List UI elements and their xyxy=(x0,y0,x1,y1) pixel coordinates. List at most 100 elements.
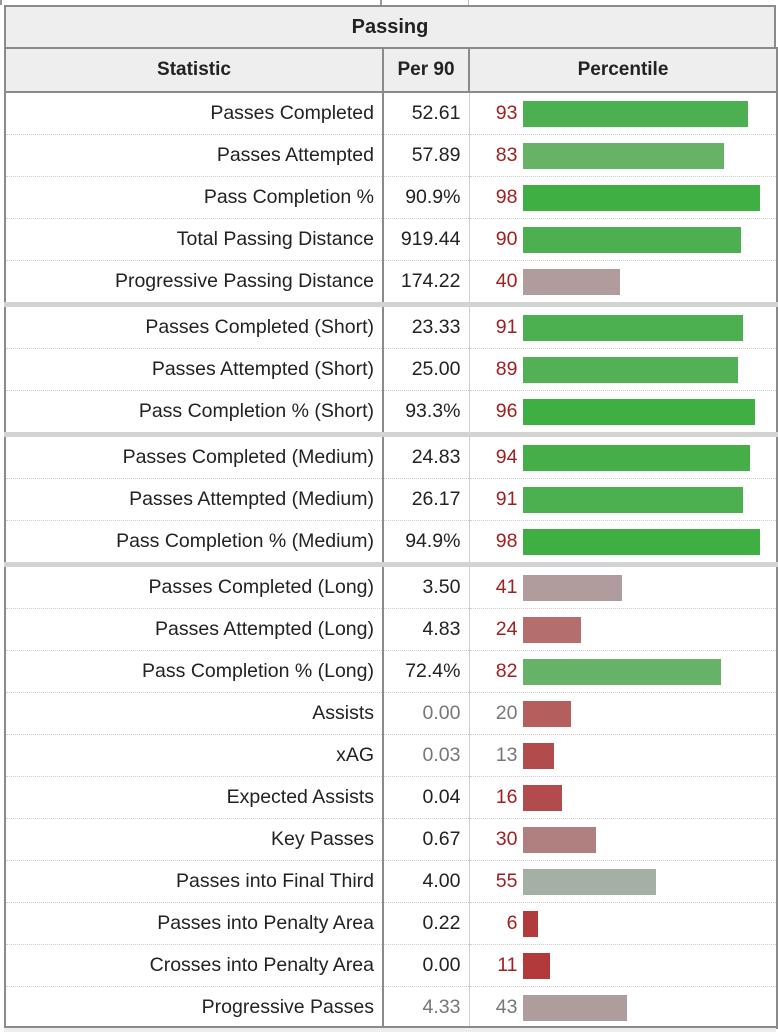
table-body: Passes Completed 52.61 93 Passes Attempted 5… xyxy=(4,92,778,1029)
per90-value: 919.44 xyxy=(383,218,470,261)
percentile-bar xyxy=(522,143,724,169)
percentile-cell: 90 xyxy=(469,218,778,261)
percentile-cell: 94 xyxy=(469,434,778,479)
table-row: Passes Completed (Long) 3.50 41 xyxy=(4,564,778,609)
stat-name[interactable]: Passes Completed (Medium) xyxy=(4,434,384,479)
percentile-value: 13 xyxy=(495,744,518,766)
percentile-value: 94 xyxy=(495,446,518,468)
stat-name[interactable]: Pass Completion % (Long) xyxy=(4,650,384,693)
per90-value: 0.22 xyxy=(383,902,470,945)
percentile-bar xyxy=(522,659,721,685)
stat-name[interactable]: xAG xyxy=(4,734,384,777)
percentile-value: 20 xyxy=(495,702,518,724)
percentile-value: 6 xyxy=(506,912,518,934)
table-row: Passes Attempted (Short) 25.00 89 xyxy=(4,348,778,391)
percentile-bar xyxy=(522,399,755,425)
percentile-cell: 30 xyxy=(469,818,778,861)
table-row: Expected Assists 0.04 16 xyxy=(4,776,778,819)
table-row: Key Passes 0.67 30 xyxy=(4,818,778,861)
percentile-cell: 98 xyxy=(469,176,778,219)
percentile-cell: 96 xyxy=(469,390,778,437)
stat-name[interactable]: Crosses into Penalty Area xyxy=(4,944,384,987)
percentile-value: 43 xyxy=(495,996,518,1018)
stat-name[interactable]: Passes Completed xyxy=(4,92,384,135)
stat-name[interactable]: Passes Attempted (Short) xyxy=(4,348,384,391)
percentile-bar xyxy=(522,785,562,811)
percentile-cell: 6 xyxy=(469,902,778,945)
per90-value: 0.00 xyxy=(383,944,470,987)
percentile-value: 82 xyxy=(495,660,518,682)
percentile-bar xyxy=(522,227,741,253)
percentile-bar xyxy=(522,101,748,127)
per90-value: 52.61 xyxy=(383,92,470,135)
table-row: Pass Completion % (Long) 72.4% 82 xyxy=(4,650,778,693)
stat-name[interactable]: Passes into Final Third xyxy=(4,860,384,903)
section-title: Passing xyxy=(351,15,429,38)
percentile-bar xyxy=(522,315,743,341)
stat-name[interactable]: Assists xyxy=(4,692,384,735)
table-row: Pass Completion % 90.9% 98 xyxy=(4,176,778,219)
table-row: Passes Attempted 57.89 83 xyxy=(4,134,778,177)
header-statistic[interactable]: Statistic xyxy=(4,47,384,93)
stat-name[interactable]: Passes into Penalty Area xyxy=(4,902,384,945)
header-percentile[interactable]: Percentile xyxy=(468,47,778,93)
stat-name[interactable]: Key Passes xyxy=(4,818,384,861)
per90-value: 57.89 xyxy=(383,134,470,177)
stat-name[interactable]: Passes Completed (Long) xyxy=(4,564,384,609)
stat-name[interactable]: Total Passing Distance xyxy=(4,218,384,261)
percentile-bar xyxy=(522,869,656,895)
per90-value: 93.3% xyxy=(383,390,470,437)
percentile-cell: 89 xyxy=(469,348,778,391)
per90-value: 4.00 xyxy=(383,860,470,903)
table-row: Passes Attempted (Medium) 26.17 91 xyxy=(4,478,778,521)
per90-value: 0.00 xyxy=(383,692,470,735)
percentile-cell: 83 xyxy=(469,134,778,177)
percentile-cell: 13 xyxy=(469,734,778,777)
per90-value: 3.50 xyxy=(383,564,470,609)
percentile-bar xyxy=(522,185,760,211)
percentile-value: 98 xyxy=(495,530,518,552)
stat-name[interactable]: Progressive Passes xyxy=(4,986,384,1029)
stat-name[interactable]: Progressive Passing Distance xyxy=(4,260,384,307)
percentile-value: 98 xyxy=(495,186,518,208)
table-row: Passes into Final Third 4.00 55 xyxy=(4,860,778,903)
percentile-bar xyxy=(522,357,738,383)
stat-name[interactable]: Pass Completion % xyxy=(4,176,384,219)
percentile-cell: 93 xyxy=(469,92,778,135)
stat-name[interactable]: Passes Attempted (Medium) xyxy=(4,478,384,521)
percentile-cell: 11 xyxy=(469,944,778,987)
percentile-value: 91 xyxy=(495,488,518,510)
previous-table-edge xyxy=(0,0,778,5)
table-row: xAG 0.03 13 xyxy=(4,734,778,777)
stat-name[interactable]: Expected Assists xyxy=(4,776,384,819)
percentile-value: 11 xyxy=(497,954,518,976)
stat-name[interactable]: Pass Completion % (Medium) xyxy=(4,520,384,567)
section-caption: Passing xyxy=(4,5,776,47)
percentile-cell: 20 xyxy=(469,692,778,735)
header-per90[interactable]: Per 90 xyxy=(382,47,470,93)
stat-name[interactable]: Pass Completion % (Short) xyxy=(4,390,384,437)
percentile-bar xyxy=(522,529,760,555)
percentile-value: 24 xyxy=(495,618,518,640)
per90-value: 4.83 xyxy=(383,608,470,651)
table-row: Crosses into Penalty Area 0.00 11 xyxy=(4,944,778,987)
stat-name[interactable]: Passes Attempted xyxy=(4,134,384,177)
per90-value: 4.33 xyxy=(383,986,470,1029)
per90-value: 0.04 xyxy=(383,776,470,819)
per90-value: 90.9% xyxy=(383,176,470,219)
stat-name[interactable]: Passes Completed (Short) xyxy=(4,304,384,349)
per90-value: 174.22 xyxy=(383,260,470,307)
percentile-value: 40 xyxy=(495,270,518,292)
percentile-value: 90 xyxy=(495,228,518,250)
stat-name[interactable]: Passes Attempted (Long) xyxy=(4,608,384,651)
percentile-value: 96 xyxy=(495,400,518,422)
percentile-bar xyxy=(522,995,627,1021)
percentile-cell: 16 xyxy=(469,776,778,819)
passing-stats-table: Statistic Per 90 Percentile Passes Compl… xyxy=(4,47,778,1029)
percentile-bar xyxy=(522,575,622,601)
percentile-bar xyxy=(522,617,581,643)
percentile-bar xyxy=(522,445,750,471)
percentile-cell: 43 xyxy=(469,986,778,1029)
table-row: Passes Completed 52.61 93 xyxy=(4,92,778,135)
percentile-bar xyxy=(522,701,571,727)
